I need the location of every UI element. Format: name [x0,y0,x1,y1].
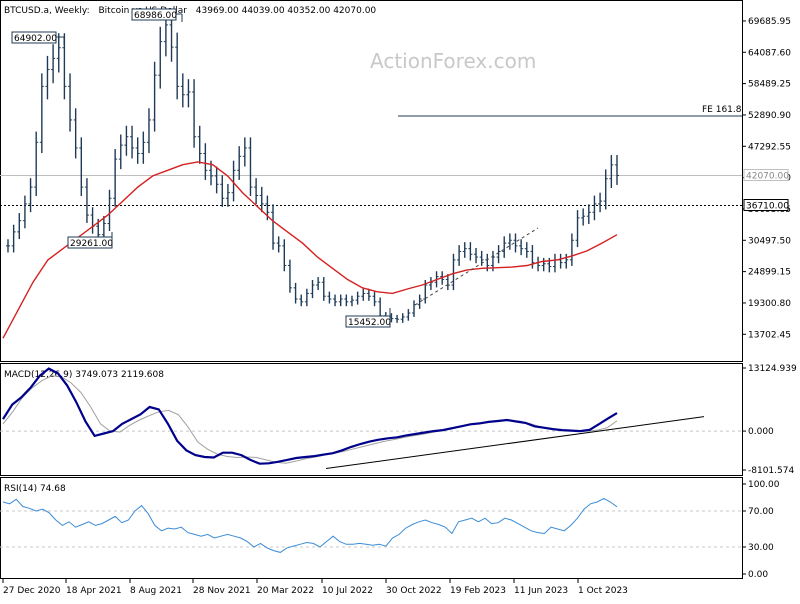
chart-header: BTCUSD.a, Weekly: Bitcoin vs US Dollar 4… [4,6,376,16]
price-annotation-box [67,236,113,249]
price-annotation-box [345,315,391,328]
x-tick-label: 10 Jul 2022 [322,586,373,596]
x-tick-label: 20 Mar 2022 [257,586,314,596]
y-tick-label: 64087.60 [748,48,791,58]
x-tick-label: 18 Apr 2021 [66,586,122,596]
x-tick-label: 11 Jun 2023 [514,586,568,596]
ohlc-values: 43969.00 44039.00 40352.00 42070.00 [196,6,377,16]
x-tick-label: 8 Aug 2021 [130,586,182,596]
y-tick-label: 30497.50 [748,236,791,246]
x-tick-label: 27 Dec 2020 [3,586,61,596]
macd-signal-line [2,375,618,464]
y-tick-label: 19300.80 [748,299,791,309]
rsi-y-tick-label: 100.00 [748,480,780,490]
moving-average-line [2,161,618,339]
fe-label: FE 161.8 [702,105,742,115]
rsi-label: RSI(14) 74.68 [4,484,66,494]
x-tick-label: 28 Nov 2021 [193,586,251,596]
y-tick-label: 69685.95 [748,17,791,27]
rsi-y-tick-label: 30.00 [748,543,774,553]
current-price-tag [743,169,789,182]
y-tick-label: 58489.25 [748,80,791,90]
x-tick-label: 19 Feb 2023 [450,586,506,596]
macd-label: MACD(12,26,9) 3749.073 2119.608 [4,370,164,380]
macd-y-tick-label: 13124.939 [748,364,797,374]
rsi-y-tick-label: 0.00 [748,570,768,580]
watermark: ActionForex.com [370,49,536,73]
price-panel-frame [0,0,743,362]
y-tick-label: 13702.45 [748,330,791,340]
price-annotation-label: 29261.00 [70,239,113,249]
y-tick-label: 24899.15 [748,268,791,278]
macd-trendline [325,416,705,470]
x-tick-label: 30 Oct 2022 [386,586,442,596]
y-tick-label: 52890.90 [748,111,791,121]
price-trend-line [414,227,539,306]
macd-line [2,367,618,465]
price-annotation-label: 64902.00 [14,34,57,44]
macd-y-tick-label: 0.000 [748,427,774,437]
price-annotation-label: 68986.00 [134,11,177,21]
support-tag [743,199,789,212]
rsi-panel-frame [0,477,743,579]
symbol: BTCUSD.a, Weekly: [4,6,90,16]
x-tick-label: 1 Oct 2023 [578,586,628,596]
rsi-line [2,497,618,553]
macd-y-tick-label: -8101.574 [748,466,794,476]
rsi-y-tick-label: 70.00 [748,507,774,517]
macd-panel-frame [0,363,743,476]
current-price-label: 42070.00 [746,172,789,182]
y-tick-label: 47292.55 [748,142,791,152]
support-label: 36710.00 [746,202,789,212]
price-annotation-label: 15452.00 [348,318,391,328]
